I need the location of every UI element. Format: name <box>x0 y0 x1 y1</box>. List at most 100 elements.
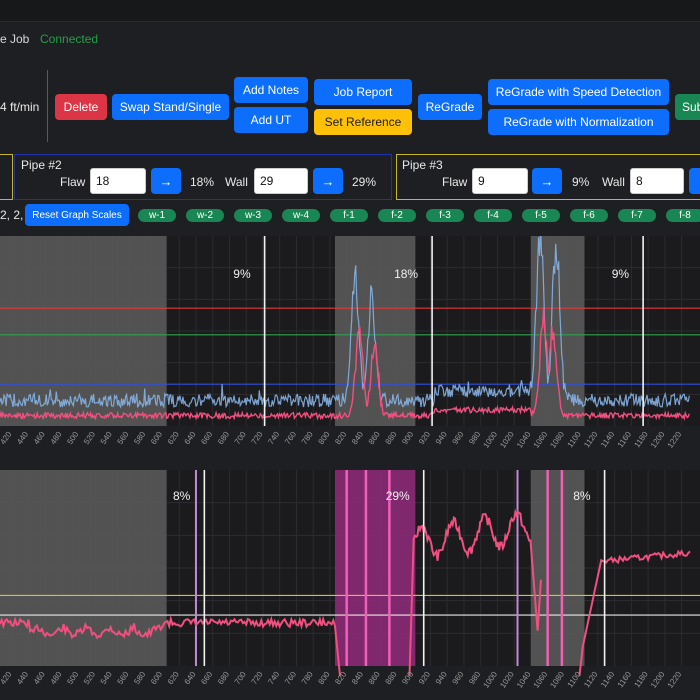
pipe-3-wall-apply-button[interactable]: → <box>689 168 700 194</box>
tick-label-580: 580 <box>132 670 147 687</box>
tick-label-620: 620 <box>166 430 181 447</box>
gray-region-1 <box>530 470 585 666</box>
add-notes-button[interactable]: Add Notes <box>234 77 308 103</box>
tick-label-880: 880 <box>384 430 399 447</box>
tick-label-940: 940 <box>434 670 449 687</box>
tick-label-800: 800 <box>317 430 332 447</box>
reset-graph-scales-button[interactable]: Reset Graph Scales <box>25 204 129 226</box>
tick-label-1000: 1000 <box>481 670 499 690</box>
tick-label-800: 800 <box>317 670 332 687</box>
channel-tag-f-1[interactable]: f-1 <box>330 209 368 222</box>
pipe-2-panel: Pipe #2 Flaw → 18% Wall → 29% <box>14 154 392 200</box>
pipe-3-title: Pipe #3 <box>402 158 443 172</box>
channel-tag-w-2[interactable]: w-2 <box>186 209 224 222</box>
tick-label-1080: 1080 <box>548 670 566 690</box>
tick-label-720: 720 <box>250 430 265 447</box>
channel-tag-f-5[interactable]: f-5 <box>522 209 560 222</box>
tick-label-840: 840 <box>350 430 365 447</box>
pipe-2-wall-percent: 29% <box>352 175 377 189</box>
swap-stand-single-button[interactable]: Swap Stand/Single <box>112 94 229 120</box>
tick-label-700: 700 <box>233 670 248 687</box>
regrade-button[interactable]: ReGrade <box>418 94 482 120</box>
tick-label-900: 900 <box>400 670 415 687</box>
tick-label-420: 420 <box>0 430 14 447</box>
pipe-2-wall-input[interactable] <box>254 168 308 194</box>
tick-label-560: 560 <box>116 430 131 447</box>
tick-label-1180: 1180 <box>633 430 651 450</box>
pipe-2-flaw-apply-button[interactable]: → <box>151 168 181 194</box>
tick-label-440: 440 <box>15 670 30 687</box>
tick-label-620: 620 <box>166 670 181 687</box>
gray-region-1 <box>334 236 416 426</box>
grade-label-0: 8% <box>173 489 191 503</box>
tick-label-540: 540 <box>99 670 114 687</box>
gray-region-0 <box>0 236 167 426</box>
pipe-2-flaw-percent: 18% <box>190 175 215 189</box>
tick-label-1060: 1060 <box>532 670 550 690</box>
tick-label-760: 760 <box>283 670 298 687</box>
regrade-speed-detection-button[interactable]: ReGrade with Speed Detection <box>488 79 669 105</box>
channel-tag-w-1[interactable]: w-1 <box>138 209 176 222</box>
add-ut-button[interactable]: Add UT <box>234 107 308 133</box>
tick-label-1160: 1160 <box>616 670 634 690</box>
tick-label-860: 860 <box>367 430 382 447</box>
channel-tag-f-8[interactable]: f-8 <box>666 209 700 222</box>
tick-label-1140: 1140 <box>599 430 617 450</box>
tick-label-1120: 1120 <box>582 430 600 450</box>
tick-label-780: 780 <box>300 670 315 687</box>
tick-label-600: 600 <box>149 670 164 687</box>
channel-tag-w-3[interactable]: w-3 <box>234 209 272 222</box>
connection-status: Connected <box>40 32 99 46</box>
pipe-3-flaw-input[interactable] <box>472 168 528 194</box>
tick-label-900: 900 <box>400 430 415 447</box>
channel-tag-f-3[interactable]: f-3 <box>426 209 464 222</box>
tick-label-880: 880 <box>384 670 399 687</box>
submit-button[interactable]: Sub <box>675 94 700 120</box>
tick-label-720: 720 <box>250 670 265 687</box>
tick-label-1040: 1040 <box>515 670 533 690</box>
tick-label-1100: 1100 <box>566 430 584 450</box>
channel-tag-f-7[interactable]: f-7 <box>618 209 656 222</box>
scales-prefix: 2, 2, <box>0 208 24 222</box>
flaw-chart: 9%18%9%400420440460480500520540560580600… <box>0 236 700 461</box>
tick-label-640: 640 <box>183 670 198 687</box>
tick-label-920: 920 <box>417 670 432 687</box>
tick-label-740: 740 <box>266 430 281 447</box>
tick-label-1180: 1180 <box>633 670 651 690</box>
delete-button[interactable]: Delete <box>55 94 107 120</box>
job-report-button[interactable]: Job Report <box>314 79 412 105</box>
tick-label-820: 820 <box>333 670 348 687</box>
tick-label-1060: 1060 <box>532 430 550 450</box>
grade-label-2: 9% <box>612 267 630 281</box>
channel-tag-w-4[interactable]: w-4 <box>282 209 320 222</box>
tick-label-1220: 1220 <box>666 670 684 690</box>
tick-label-640: 640 <box>183 430 198 447</box>
channel-tag-f-4[interactable]: f-4 <box>474 209 512 222</box>
wall-chart: 8%29%8%400420440460480500520540560580600… <box>0 470 700 700</box>
set-reference-button[interactable]: Set Reference <box>314 109 412 135</box>
tick-label-1140: 1140 <box>599 670 617 690</box>
toolbar-divider <box>47 70 48 142</box>
channel-tag-f-2[interactable]: f-2 <box>378 209 416 222</box>
grade-label-0: 9% <box>233 267 251 281</box>
pipe-3-wall-input[interactable] <box>630 168 684 194</box>
pipe-2-title: Pipe #2 <box>21 158 62 172</box>
tick-label-860: 860 <box>367 670 382 687</box>
tick-label-580: 580 <box>132 430 147 447</box>
regrade-normalization-button[interactable]: ReGrade with Normalization <box>488 109 669 135</box>
pipe-3-flaw-apply-button[interactable]: → <box>532 168 562 194</box>
tick-label-1220: 1220 <box>666 430 684 450</box>
tick-label-980: 980 <box>467 670 482 687</box>
channel-tag-f-6[interactable]: f-6 <box>570 209 608 222</box>
tick-label-1200: 1200 <box>649 670 667 690</box>
pipe-2-wall-apply-button[interactable]: → <box>313 168 343 194</box>
pipe-3-panel: Pipe #3 Flaw → 9% Wall → <box>396 154 700 200</box>
tick-label-1000: 1000 <box>481 430 499 450</box>
tick-label-820: 820 <box>333 430 348 447</box>
tick-label-700: 700 <box>233 430 248 447</box>
tick-label-540: 540 <box>99 430 114 447</box>
tick-label-780: 780 <box>300 430 315 447</box>
tick-label-500: 500 <box>65 670 80 687</box>
pipe-2-flaw-input[interactable] <box>90 168 146 194</box>
pipe-2-flaw-label: Flaw <box>60 175 86 189</box>
